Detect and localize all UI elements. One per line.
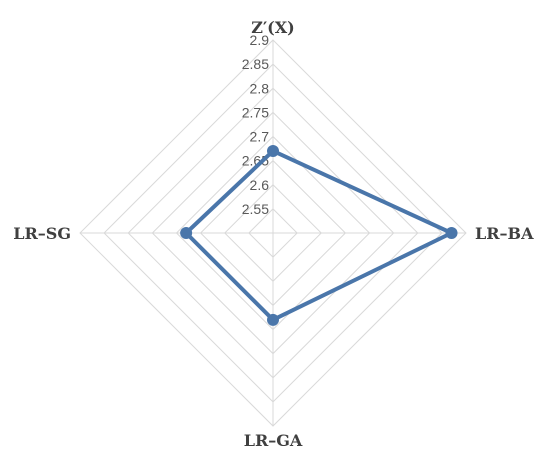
data-point-0-0 bbox=[267, 144, 279, 157]
tick-label-2: 2.65 bbox=[242, 153, 269, 169]
axis-label-2: LR–GA bbox=[244, 431, 303, 450]
tick-label-1: 2.6 bbox=[250, 177, 270, 193]
tick-label-3: 2.7 bbox=[250, 129, 270, 145]
tick-label-6: 2.85 bbox=[242, 56, 269, 72]
axis-label-0: Z′(X) bbox=[251, 18, 294, 37]
tick-label-7: 2.9 bbox=[250, 32, 270, 48]
data-point-0-1 bbox=[445, 227, 458, 239]
series-layer bbox=[180, 144, 458, 326]
data-point-0-3 bbox=[180, 227, 193, 239]
grid-layer bbox=[79, 39, 467, 427]
tick-labels: 2.55 2.6 2.65 2.7 2.75 2.8 2.85 2.9 bbox=[242, 32, 269, 217]
tick-label-0: 2.55 bbox=[242, 201, 269, 217]
data-point-0-2 bbox=[267, 313, 279, 326]
tick-label-4: 2.75 bbox=[242, 104, 269, 120]
axis-label-3: LR–SG bbox=[13, 224, 71, 243]
axis-labels: Z′(X) LR–BA LR–GA LR–SG bbox=[13, 18, 534, 450]
axis-label-1: LR–BA bbox=[475, 224, 534, 243]
tick-label-5: 2.8 bbox=[250, 80, 270, 96]
